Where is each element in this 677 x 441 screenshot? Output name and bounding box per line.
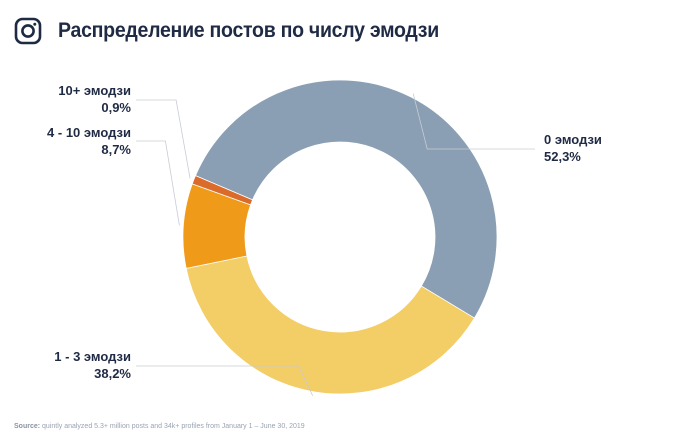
slice-label-value: 38,2% (94, 366, 131, 381)
donut-slice (194, 79, 498, 319)
slice-label-name: 4 - 10 эмодзи (47, 125, 131, 140)
slice-label-value: 52,3% (544, 149, 581, 164)
leader-line (136, 99, 191, 179)
slice-label-value: 0,9% (101, 100, 131, 115)
source-note: Source: quintly analyzed 5.3+ million po… (14, 423, 305, 430)
leader-line (136, 140, 180, 226)
slice-label-name: 0 эмодзи (544, 132, 602, 147)
slice-label-name: 1 - 3 эмодзи (54, 349, 131, 364)
slice-label-10plus-emoji: 10+ эмодзи 0,9% (58, 82, 131, 116)
leader-line (136, 365, 314, 396)
donut-slice (191, 175, 254, 206)
slice-label-4-10-emoji: 4 - 10 эмодзи 8,7% (47, 124, 131, 158)
slice-label-1-3-emoji: 1 - 3 эмодзи 38,2% (54, 348, 131, 382)
slice-label-value: 8,7% (101, 142, 131, 157)
donut-slice (185, 255, 475, 395)
slice-label-name: 10+ эмодзи (58, 83, 131, 98)
source-prefix: Source: (14, 423, 41, 430)
chart-header: Распределение постов по числу эмодзи (14, 15, 468, 47)
instagram-icon (14, 17, 42, 45)
chart-title: Распределение постов по числу эмодзи (58, 19, 439, 42)
source-text: quintly analyzed 5.3+ million posts and … (42, 423, 305, 430)
leader-line (412, 93, 535, 150)
slice-label-0-emoji: 0 эмодзи 52,3% (544, 131, 602, 165)
